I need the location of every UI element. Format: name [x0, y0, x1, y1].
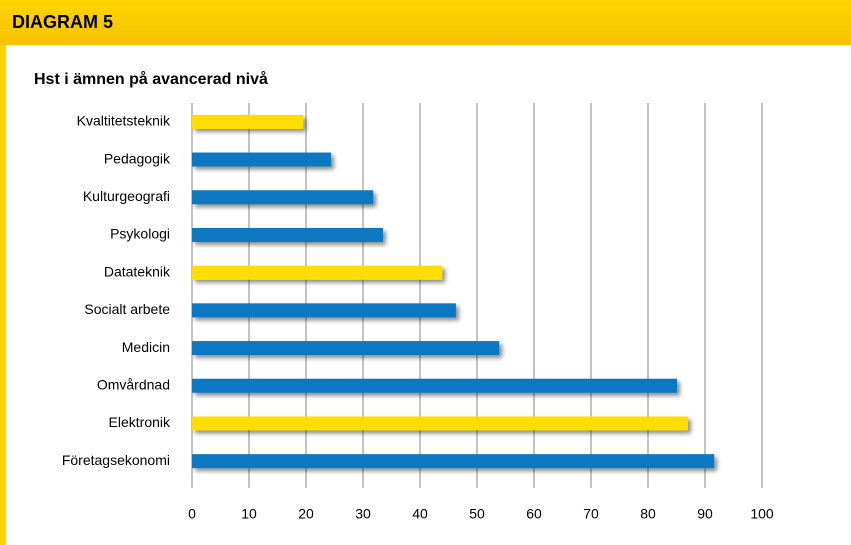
- x-tick-label: 10: [241, 506, 257, 522]
- bar: [192, 190, 374, 205]
- y-tick-label: Kvaltitetsteknik: [77, 113, 171, 129]
- chart-title: Hst i ämnen på avancerad nivå: [34, 70, 268, 88]
- x-tick-label: 80: [640, 506, 656, 522]
- y-tick-label: Företagsekonomi: [62, 452, 170, 468]
- x-tick-label: 20: [298, 506, 314, 522]
- side-bar: [0, 45, 6, 545]
- bar: [192, 454, 715, 469]
- bar: [192, 227, 383, 242]
- x-tick-label: 0: [188, 506, 196, 522]
- y-tick-label: Omvårdnad: [97, 376, 170, 392]
- bar: [192, 265, 443, 280]
- y-tick-label: Kulturgeografi: [83, 188, 170, 204]
- x-tick-label: 100: [750, 506, 774, 522]
- x-tick-label: 50: [469, 506, 485, 522]
- x-tick-label: 60: [526, 506, 542, 522]
- y-tick-label: Datateknik: [104, 263, 171, 279]
- bar: [192, 152, 332, 167]
- x-tick-label: 40: [412, 506, 428, 522]
- y-tick-label: Socialt arbete: [84, 301, 170, 317]
- header: DIAGRAM 5: [0, 0, 851, 45]
- bar: [192, 378, 678, 393]
- y-tick-label: Medicin: [122, 339, 170, 355]
- x-tick-label: 30: [355, 506, 371, 522]
- bar: [192, 416, 688, 431]
- x-tick-label: 90: [697, 506, 713, 522]
- header-title: DIAGRAM 5: [12, 12, 114, 32]
- y-tick-label: Psykologi: [110, 226, 170, 242]
- x-tick-label: 70: [583, 506, 599, 522]
- bar: [192, 303, 456, 318]
- y-tick-label: Elektronik: [109, 414, 171, 430]
- y-tick-label: Pedagogik: [104, 150, 171, 166]
- bar: [192, 114, 304, 129]
- bar: [192, 341, 500, 356]
